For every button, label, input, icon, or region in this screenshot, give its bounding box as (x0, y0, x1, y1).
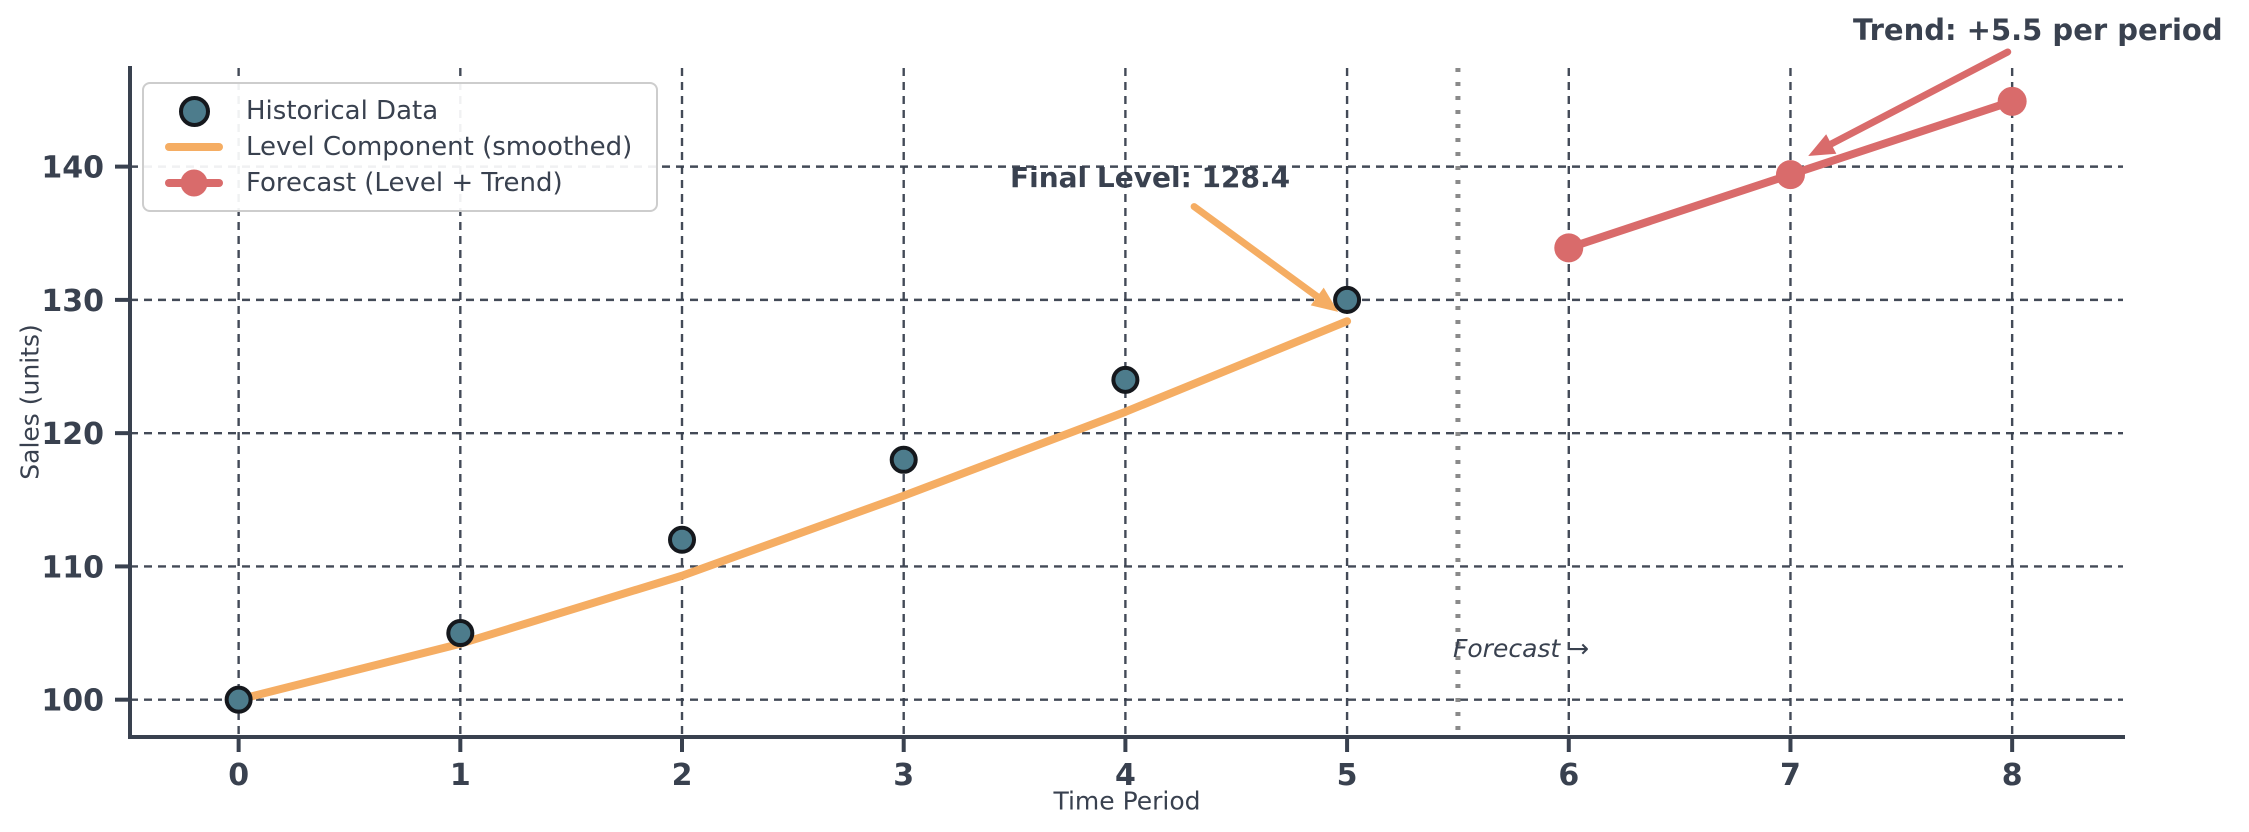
historical-point (1111, 365, 1140, 394)
forecast-point (1554, 233, 1584, 263)
y-tick-label: 130 (41, 284, 104, 319)
y-tick-label: 120 (41, 417, 104, 452)
legend-item-historical: Historical Data (158, 93, 632, 129)
legend-label-historical: Historical Data (246, 96, 439, 126)
level-line (234, 317, 1352, 704)
legend-item-forecast: Forecast (Level + Trend) (158, 165, 632, 201)
legend-label-level: Level Component (smoothed) (246, 132, 633, 162)
historical-marker-icon (158, 95, 230, 127)
y-tick-label: 140 (41, 151, 104, 186)
circle-marker-icon (178, 95, 210, 127)
level-line-icon (158, 143, 230, 151)
legend: Historical Data Level Component (smoothe… (142, 82, 659, 212)
trend-arrow-shaft (1827, 48, 2012, 148)
x-tick-label: 3 (893, 758, 914, 793)
orange-line-icon (165, 143, 223, 151)
x-axis-title: Time Period (1053, 786, 1201, 816)
trend-arrow-head (1808, 134, 1837, 156)
historical-point (1333, 285, 1362, 314)
legend-item-level: Level Component (smoothed) (158, 129, 632, 165)
red-dot-icon (180, 169, 208, 197)
y-axis-title: Sales (units) (15, 324, 45, 480)
historical-point (446, 619, 475, 648)
x-tick-label: 0 (228, 758, 249, 793)
forecast-note-annotation: Forecast → (1453, 634, 1590, 663)
historical-point (224, 685, 253, 714)
x-tick-label: 4 (1115, 758, 1136, 793)
x-tick-label: 5 (1337, 758, 1358, 793)
x-tick-label: 7 (1780, 758, 1801, 793)
final-level-annotation: Final Level: 128.4 (1010, 161, 1291, 194)
y-tick-label: 100 (41, 684, 104, 719)
final-level-arrow-head (1310, 287, 1339, 312)
final-level-arrow-shaft (1190, 203, 1321, 301)
x-tick-label: 2 (672, 758, 693, 793)
forecast-point (1775, 160, 1805, 190)
historical-point (668, 525, 697, 554)
historical-point (889, 445, 918, 474)
legend-label-forecast: Forecast (Level + Trend) (246, 168, 563, 198)
x-tick-label: 1 (450, 758, 471, 793)
x-tick-label: 8 (2002, 758, 2023, 793)
x-tick-label: 6 (1558, 758, 1579, 793)
forecast-line-icon (158, 169, 230, 197)
forecast-point (1997, 86, 2027, 116)
trend-annotation: Trend: +5.5 per period (1853, 13, 2223, 47)
y-tick-label: 110 (41, 550, 104, 585)
